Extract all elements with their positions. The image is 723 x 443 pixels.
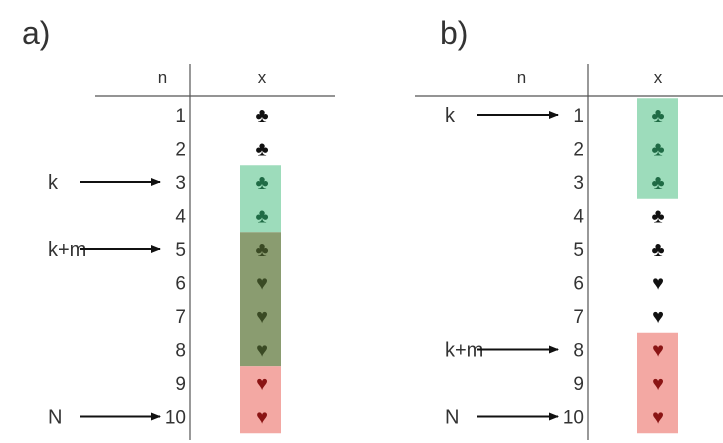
row-index: 3 xyxy=(573,173,584,194)
row-index: 1 xyxy=(175,106,186,127)
row-index: 3 xyxy=(175,173,186,194)
highlight-olive xyxy=(240,232,281,367)
column-header-n: n xyxy=(517,68,526,87)
row-index: 10 xyxy=(165,408,186,429)
panel-b: b) n x 1 ♣ 2 ♣ 3 ♣ 4 ♣ 5 ♣ 6 ♥ 7 ♥ 8 ♥ 9 ♥ 10 ♥ k k+m N xyxy=(415,15,723,440)
arrow-label: N xyxy=(48,407,62,429)
column-header-x: x xyxy=(258,68,267,87)
row-index: 8 xyxy=(573,341,584,362)
row-index: 9 xyxy=(175,374,186,395)
row-index: 8 xyxy=(175,341,186,362)
arrow-label: k+m xyxy=(48,239,86,261)
column-header-n: n xyxy=(158,68,167,87)
panel-a: a) n x 1 ♣ 2 ♣ 3 ♣ 4 ♣ 5 ♣ 6 ♥ 7 ♥ 8 ♥ 9 ♥ 10 ♥ k k+m N xyxy=(22,15,335,440)
heart-icon: ♥ xyxy=(652,306,664,328)
club-icon: ♣ xyxy=(255,105,268,127)
arrow-label: k xyxy=(48,172,59,194)
heart-icon: ♥ xyxy=(652,273,664,295)
row-index: 4 xyxy=(573,207,584,228)
heart-icon: ♥ xyxy=(256,273,268,295)
row-index: 5 xyxy=(573,240,584,261)
row-index: 2 xyxy=(175,140,186,161)
column-header-x: x xyxy=(654,68,663,87)
row-index: 6 xyxy=(175,274,186,295)
row-index: 7 xyxy=(573,307,584,328)
row-index: 9 xyxy=(573,374,584,395)
heart-icon: ♥ xyxy=(652,407,664,429)
row-index: 4 xyxy=(175,207,186,228)
row-index: 6 xyxy=(573,274,584,295)
club-icon: ♣ xyxy=(255,239,268,261)
highlight-red xyxy=(637,332,678,434)
club-icon: ♣ xyxy=(651,139,664,161)
heart-icon: ♥ xyxy=(256,306,268,328)
row-index: 7 xyxy=(175,307,186,328)
club-icon: ♣ xyxy=(255,139,268,161)
row-index: 2 xyxy=(573,140,584,161)
row-index: 10 xyxy=(563,408,584,429)
heart-icon: ♥ xyxy=(652,340,664,362)
arrow-label: k+m xyxy=(445,340,483,362)
arrow-label: k xyxy=(445,105,456,127)
club-icon: ♣ xyxy=(255,206,268,228)
panel-label: b) xyxy=(440,15,468,51)
highlight-red xyxy=(240,366,281,434)
club-icon: ♣ xyxy=(651,206,664,228)
arrow-label: N xyxy=(445,407,459,429)
highlight-green xyxy=(637,98,678,199)
heart-icon: ♥ xyxy=(256,340,268,362)
heart-icon: ♥ xyxy=(652,373,664,395)
panel-label: a) xyxy=(22,15,50,51)
club-icon: ♣ xyxy=(651,172,664,194)
club-icon: ♣ xyxy=(255,172,268,194)
highlight-green xyxy=(240,165,281,233)
heart-icon: ♥ xyxy=(256,407,268,429)
row-index: 1 xyxy=(573,106,584,127)
heart-icon: ♥ xyxy=(256,373,268,395)
row-index: 5 xyxy=(175,240,186,261)
club-icon: ♣ xyxy=(651,239,664,261)
club-icon: ♣ xyxy=(651,105,664,127)
